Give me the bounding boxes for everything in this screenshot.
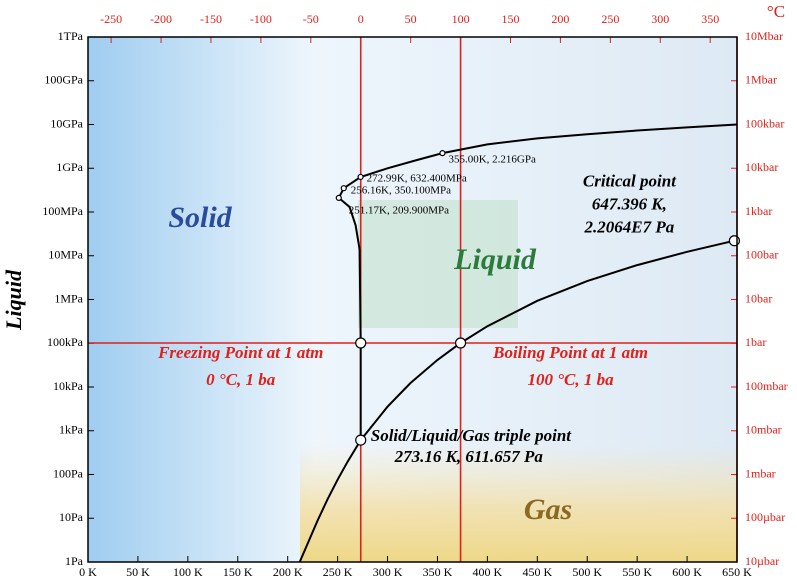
data-point [728, 235, 741, 247]
point-label: 273.16 K, 611.657 Pa [394, 447, 544, 466]
point-label: 256.16K, 350.100MPa [351, 185, 451, 197]
x2-tick-label: 200 [551, 12, 569, 26]
y-tick-label: 1GPa [56, 160, 83, 174]
y2-tick-label: 1bar [745, 335, 766, 349]
x2-tick-label: 250 [601, 12, 619, 26]
x-tick-label: 150 K [223, 565, 253, 579]
y2-tick-label: 10mbar [745, 423, 782, 437]
point-label: Critical point [583, 172, 677, 191]
data-point [340, 185, 347, 192]
y2-tick-label: 10µbar [745, 554, 779, 568]
x2-tick-label: 50 [405, 12, 417, 26]
point-label: 251.17K, 209.900MPa [349, 204, 449, 216]
point-label: 355.00K, 2.216GPa [448, 154, 536, 166]
x-tick-label: 100 K [173, 565, 203, 579]
point-label: 272.99K, 632.400MPa [367, 172, 467, 184]
x-tick-label: 300 K [373, 565, 403, 579]
y-tick-label: 10Pa [59, 510, 84, 524]
x-tick-label: 500 K [572, 565, 602, 579]
point-label: 2.2064E7 Pa [584, 218, 675, 237]
data-point [439, 150, 446, 157]
y-tick-label: 100kPa [47, 335, 84, 349]
phase-boundary [337, 123, 738, 441]
y-tick-label: 1Pa [65, 554, 84, 568]
x2-tick-label: -50 [303, 12, 319, 26]
x-tick-label: 250 K [323, 565, 353, 579]
region-label: Gas [524, 493, 572, 526]
liquid-shade [358, 200, 518, 328]
x-tick-label: 400 K [473, 565, 503, 579]
x2-tick-label: -250 [100, 12, 122, 26]
x-tick-label: 350 K [423, 565, 453, 579]
point-label: 100 °C, 1 ba [528, 370, 615, 389]
x2-tick-label: -150 [200, 12, 222, 26]
x-tick-label: 600 K [672, 565, 702, 579]
x2-tick-label: 0 [358, 12, 364, 26]
x-tick-label: 200 K [273, 565, 303, 579]
point-label: Freezing Point at 1 atm [157, 343, 323, 362]
phase-boundary [359, 239, 735, 441]
point-label: 0 °C, 1 ba [206, 370, 276, 389]
data-point [357, 173, 364, 181]
point-label: Solid/Liquid/Gas triple point [371, 426, 573, 445]
y2-tick-label: 10Mbar [745, 29, 783, 43]
y-tick-label: 100MPa [42, 204, 83, 218]
x2-tick-label: 300 [651, 12, 669, 26]
data-point [355, 434, 367, 446]
x2-tick-label: 350 [701, 12, 719, 26]
y-tick-label: 100Pa [53, 466, 84, 480]
data-point [355, 337, 367, 349]
y2-tick-label: 10kbar [745, 160, 778, 174]
y2-tick-label: 1kbar [745, 204, 772, 218]
y-tick-label: 10MPa [48, 248, 83, 262]
y-tick-label: 1MPa [54, 291, 83, 305]
y2-tick-label: 1mbar [745, 466, 776, 480]
x-tick-label: 450 K [522, 565, 552, 579]
y2-tick-label: 100kbar [745, 116, 784, 130]
x2-axis-label: °C [767, 2, 785, 21]
x-tick-label: 550 K [622, 565, 652, 579]
y-tick-label: 10kPa [53, 379, 84, 393]
y-axis-label: Liquid [1, 269, 26, 331]
x2-tick-label: 150 [501, 12, 519, 26]
y2-tick-label: 100mbar [745, 379, 788, 393]
data-point [454, 337, 467, 349]
y2-tick-label: 100µbar [745, 510, 785, 524]
y-tick-label: 1kPa [59, 423, 84, 437]
y2-tick-label: 1Mbar [745, 73, 777, 87]
x2-tick-label: -100 [250, 12, 272, 26]
y-tick-label: 10GPa [50, 116, 83, 130]
x-tick-label: 650 K [722, 565, 752, 579]
y-tick-label: 100GPa [44, 73, 83, 87]
phase-boundary [298, 439, 362, 563]
y2-tick-label: 100bar [745, 248, 778, 262]
data-point [335, 194, 342, 202]
point-label: 647.396 K, [592, 195, 667, 214]
x2-tick-label: 100 [452, 12, 470, 26]
x-tick-label: 50 K [126, 565, 150, 579]
x-tick-label: 0 K [79, 565, 97, 579]
y2-tick-label: 10bar [745, 291, 772, 305]
region-label: Solid [168, 201, 232, 234]
plot-frame [87, 36, 738, 563]
region-label: Liquid [453, 243, 537, 276]
point-label: Boiling Point at 1 atm [492, 343, 648, 362]
y-tick-label: 1TPa [58, 29, 84, 43]
x2-tick-label: -200 [150, 12, 172, 26]
